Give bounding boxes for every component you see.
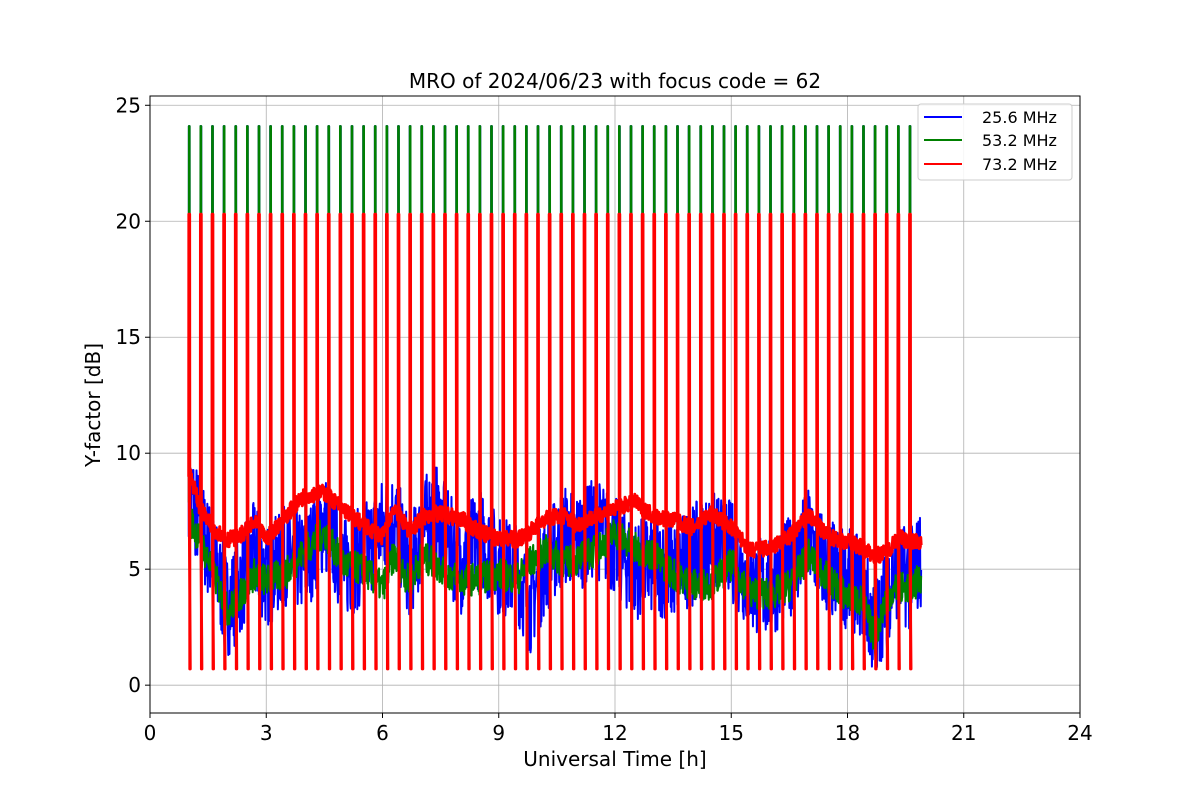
axis-ticks: 0 3 6 9 12 15 18 21 24 0 5 10 15 20 25 [116, 93, 1093, 745]
x-tick-label: 9 [492, 721, 505, 745]
legend-frame [917, 103, 1073, 181]
legend-label-53-2: 53.2 MHz [982, 131, 1057, 150]
x-axis-label: Universal Time [h] [523, 747, 706, 771]
legend: 25.6 MHz 53.2 MHz 73.2 MHz [917, 103, 1073, 181]
series-line-25-6-mhz [187, 125, 923, 668]
x-tick-label: 15 [719, 721, 744, 745]
x-tick-label: 0 [144, 721, 157, 745]
y-tick-label: 10 [116, 441, 141, 465]
y-tick-label: 0 [128, 673, 141, 697]
y-tick-label: 25 [116, 93, 141, 117]
y-tick-label: 5 [128, 557, 141, 581]
y-tick-label: 20 [116, 209, 141, 233]
x-tick-label: 18 [835, 721, 860, 745]
legend-label-25-6: 25.6 MHz [982, 108, 1057, 127]
series-line-53-2-mhz [187, 125, 923, 668]
y-tick-label: 15 [116, 325, 141, 349]
chart-title: MRO of 2024/06/23 with focus code = 62 [409, 69, 821, 93]
series-line-73-2-mhz [187, 212, 923, 671]
series-layer [187, 125, 923, 671]
legend-label-73-2: 73.2 MHz [982, 155, 1057, 174]
x-tick-label: 21 [951, 721, 976, 745]
x-tick-label: 24 [1067, 721, 1092, 745]
y-axis-label: Y-factor [dB] [81, 343, 105, 468]
x-tick-label: 6 [376, 721, 389, 745]
x-tick-label: 12 [602, 721, 627, 745]
x-tick-label: 3 [260, 721, 273, 745]
